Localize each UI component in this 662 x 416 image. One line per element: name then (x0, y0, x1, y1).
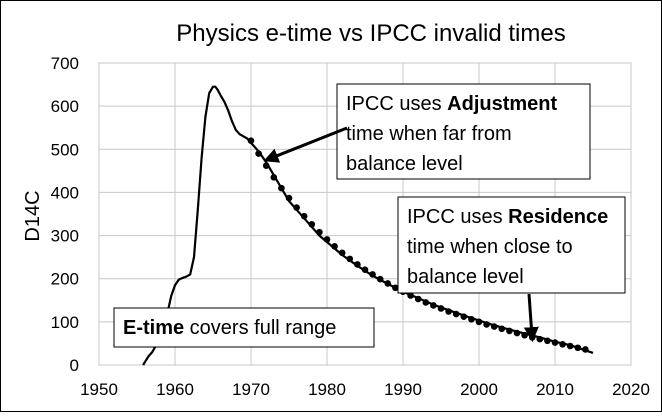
series-point (392, 284, 399, 292)
series-point (544, 337, 551, 345)
series-point (346, 255, 354, 263)
series-point (285, 194, 293, 202)
series-point (270, 174, 278, 181)
series-point (521, 331, 528, 339)
series-point (445, 308, 452, 315)
series-point (437, 305, 445, 312)
series-point (300, 212, 308, 220)
x-tick-label: 2000 (460, 380, 498, 399)
series-point (468, 315, 475, 323)
series-layer (142, 85, 594, 366)
callout-line: time when far from (346, 123, 512, 145)
series-point (407, 292, 414, 299)
plot-area (98, 62, 632, 366)
tick-labels: 1950 1960 1970 1980 1990 2000 2010 2020 0 100 200 3… (51, 54, 650, 399)
callout-box (113, 307, 375, 348)
callout-text: IPCC uses (346, 93, 447, 115)
y-tick-label: 100 (51, 313, 79, 332)
x-tick-label: 1970 (232, 380, 270, 399)
series-point (551, 339, 559, 346)
y-tick-label: 700 (51, 54, 79, 73)
series-point (452, 310, 460, 318)
callout-line: balance level (346, 153, 463, 175)
callout-etime: E-time covers full range (113, 307, 375, 348)
callout-text: IPCC uses (407, 206, 508, 228)
y-tick-label: 400 (51, 183, 79, 202)
chart-title: Physics e-time vs IPCC invalid times (176, 20, 565, 47)
series-point (384, 280, 392, 287)
series-point (414, 295, 422, 303)
x-tick-label: 1960 (156, 380, 194, 399)
series-point (574, 344, 582, 352)
series-point (255, 150, 262, 157)
series-point (536, 335, 544, 343)
callout-residence: IPCC uses Residence time when close to bal… (397, 196, 626, 343)
callout-keyword: Residence (508, 206, 608, 228)
series-point (361, 266, 369, 273)
callout-text: covers full range (184, 317, 336, 339)
x-tick-label: 2020 (612, 380, 650, 399)
callout-arrow (263, 126, 348, 163)
series-point (483, 321, 490, 328)
callout-box (397, 196, 626, 294)
callout-line: time when close to (407, 236, 573, 258)
callout-text: balance level (346, 153, 463, 175)
callout-line: balance level (407, 266, 524, 288)
series-point (582, 346, 589, 353)
callout-line: IPCC uses Residence (407, 206, 608, 228)
callout-text: time when close to (407, 236, 573, 258)
callout-line: E-time covers full range (123, 317, 336, 339)
y-tick-label: 500 (51, 140, 79, 159)
series-point (460, 313, 468, 320)
series-point (475, 318, 483, 326)
callout-keyword: Adjustment (447, 93, 557, 115)
series-point (323, 236, 331, 243)
series-point (513, 329, 521, 337)
series-point (278, 184, 285, 192)
series-point (498, 325, 506, 333)
callout-arrow (523, 293, 539, 343)
series-point (559, 340, 566, 348)
callout-keyword: E-time (123, 317, 184, 339)
series-point (490, 323, 498, 330)
y-tick-label: 300 (51, 227, 79, 246)
series-point (354, 261, 361, 268)
series-point (566, 342, 574, 350)
axes (98, 62, 632, 366)
annotations-layer: IPCC uses Adjustment time when far from ba… (113, 83, 626, 348)
y-tick-label: 200 (51, 270, 79, 289)
series-point (262, 162, 270, 169)
series-point (369, 271, 376, 278)
y-tick-label: 600 (51, 97, 79, 116)
series-point (506, 327, 513, 335)
callout-text: balance level (407, 266, 524, 288)
callout-adjustment: IPCC uses Adjustment time when far from ba… (263, 83, 591, 180)
x-tick-label: 1990 (384, 380, 422, 399)
series-point (247, 137, 255, 144)
x-tick-label: 1950 (80, 380, 118, 399)
series-point (430, 302, 437, 309)
y-tick-label: 0 (70, 356, 79, 375)
series-point (293, 204, 300, 211)
callout-line: IPCC uses Adjustment (346, 93, 557, 115)
series-point (308, 221, 316, 228)
series-point (376, 275, 384, 283)
x-tick-label: 2010 (536, 380, 574, 399)
y-axis-label: D14C (22, 190, 44, 241)
series-point (338, 249, 346, 257)
series-point (316, 228, 323, 236)
callout-text: time when far from (346, 123, 512, 145)
x-tick-label: 1980 (308, 380, 346, 399)
callout-box (336, 83, 591, 180)
series-point (422, 299, 430, 306)
series-point (331, 243, 338, 250)
